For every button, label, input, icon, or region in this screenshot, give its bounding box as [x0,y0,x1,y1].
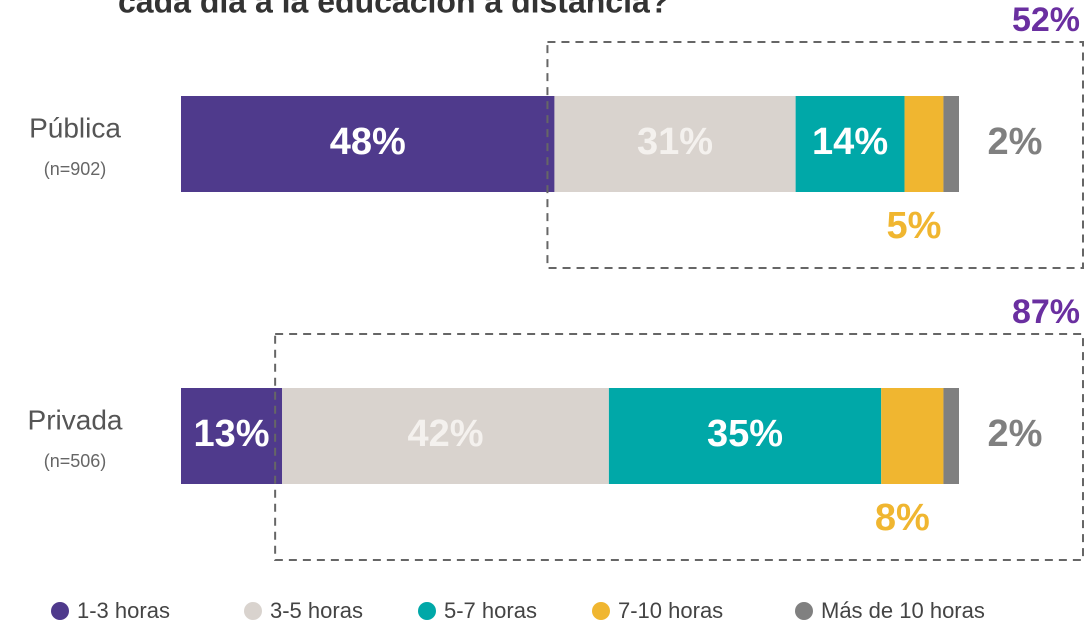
legend-swatch [51,602,69,620]
legend-label: 1-3 horas [77,598,170,623]
legend-label: 3-5 horas [270,598,363,623]
legend-label: Más de 10 horas [821,598,985,623]
value-label: 35% [707,413,783,455]
legend-label: 7-10 horas [618,598,723,623]
category-note: (n=902) [44,159,107,179]
category-note: (n=506) [44,451,107,471]
bracket-box [546,41,1084,269]
bar-segment [795,96,905,192]
bar-segment [881,388,944,484]
bar-segment [943,388,959,484]
value-label: 5% [887,205,942,247]
bracket-label: 87% [1012,293,1080,331]
value-label: 13% [194,413,270,455]
bar-segment [943,96,959,192]
bar-segment [181,96,555,192]
legend-swatch [244,602,262,620]
legend-swatch [418,602,436,620]
value-label: 31% [637,121,713,163]
category-label: Pública [29,112,121,143]
legend-swatch [592,602,610,620]
legend-label: 5-7 horas [444,598,537,623]
value-label: 2% [988,121,1043,163]
category-label: Privada [28,404,123,435]
bar-segment [282,388,609,484]
value-label: 48% [330,121,406,163]
legend-swatch [795,602,813,620]
bar-segment [181,388,283,484]
bar-segment [904,96,944,192]
chart-title: cada día a la educación a distancia? [118,0,669,19]
value-label: 8% [875,497,930,539]
bar-segment [608,388,882,484]
value-label: 42% [407,413,483,455]
value-label: 2% [988,413,1043,455]
bracket-label: 52% [1012,1,1080,39]
bar-segment [554,96,796,192]
value-label: 14% [812,121,888,163]
